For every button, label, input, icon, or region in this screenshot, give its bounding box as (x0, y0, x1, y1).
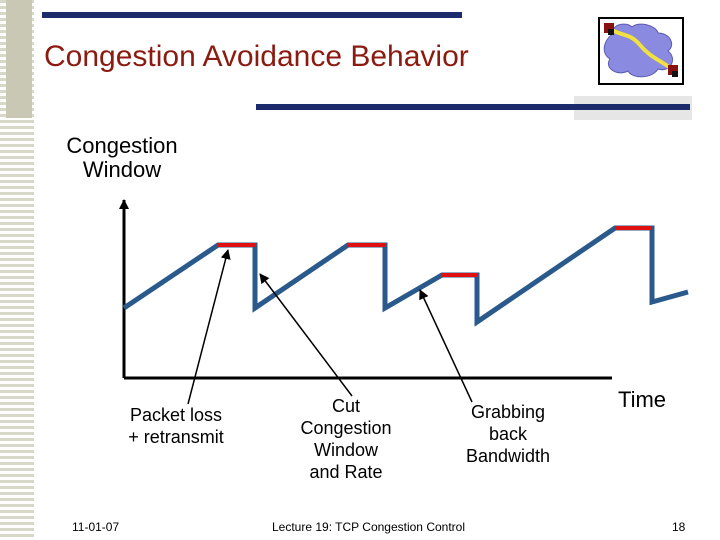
decorative-sidebar-top (6, 0, 32, 118)
title-underline-bar (256, 104, 690, 110)
arrow-cut-window (259, 273, 353, 397)
caption-cut-window: Cut Congestion Window and Rate (300, 396, 392, 482)
top-accent-bar (42, 12, 462, 18)
network-cloud-logo-icon (598, 17, 684, 85)
footer-lecture-title: Lecture 19: TCP Congestion Control (272, 520, 466, 534)
arrow-packet-loss (187, 249, 231, 405)
y-axis-label: Congestion Window (66, 133, 178, 182)
x-axis-label: Time (617, 387, 667, 412)
slide-number: 18 (672, 520, 686, 534)
caption-grabbing-bandwidth: Grabbing back Bandwidth (465, 402, 551, 466)
sawtooth-line (122, 225, 689, 327)
caption-packet-loss: Packet loss + retransmit (128, 405, 224, 447)
slide-title: Congestion Avoidance Behavior (44, 40, 469, 73)
footer-date: 11-01-07 (72, 520, 120, 534)
arrow-grabbing-bandwidth (419, 289, 473, 403)
